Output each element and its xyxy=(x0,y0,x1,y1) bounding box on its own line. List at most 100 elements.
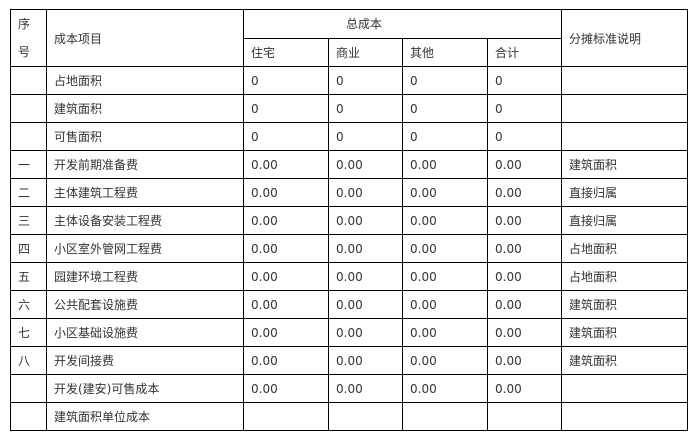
header-total-cost: 总成本 xyxy=(243,9,562,39)
seq-cell xyxy=(10,94,47,123)
commercial-cell: 0.00 xyxy=(328,178,403,207)
allocation-cell xyxy=(561,122,688,151)
header-row: 序号 成本项目 总成本 分摊标准说明 xyxy=(10,9,688,67)
total-cell: 0.00 xyxy=(487,346,562,375)
other-cell: 0.00 xyxy=(402,178,488,207)
item-cell: 开发前期准备费 xyxy=(46,150,244,179)
total-cell xyxy=(487,402,562,431)
residential-cell: 0.00 xyxy=(243,374,329,403)
other-cell: 0.00 xyxy=(402,150,488,179)
table-row: 建筑面积 0 0 0 0 xyxy=(10,94,688,123)
commercial-cell: 0.00 xyxy=(328,346,403,375)
table-row: 开发(建安)可售成本 0.00 0.00 0.00 0.00 xyxy=(10,374,688,403)
allocation-cell: 占地面积 xyxy=(561,262,688,291)
header-allocation: 分摊标准说明 xyxy=(561,9,688,67)
commercial-cell: 0.00 xyxy=(328,150,403,179)
table-row: 五园建环境工程费 0.00 0.00 0.00 0.00 占地面积 xyxy=(10,262,688,291)
residential-cell: 0.00 xyxy=(243,178,329,207)
item-cell: 公共配套设施费 xyxy=(46,290,244,319)
item-cell: 开发(建安)可售成本 xyxy=(46,374,244,403)
residential-cell: 0.00 xyxy=(243,206,329,235)
allocation-cell: 建筑面积 xyxy=(561,318,688,347)
other-cell: 0 xyxy=(402,66,488,95)
other-cell: 0.00 xyxy=(402,318,488,347)
commercial-cell: 0.00 xyxy=(328,206,403,235)
commercial-cell xyxy=(328,402,403,431)
seq-cell xyxy=(10,402,47,431)
seq-cell xyxy=(10,374,47,403)
commercial-cell: 0.00 xyxy=(328,374,403,403)
allocation-cell: 建筑面积 xyxy=(561,150,688,179)
table-row: 占地面积 0 0 0 0 xyxy=(10,66,688,95)
cost-table: 序号 成本项目 总成本 分摊标准说明 住宅 商业 其他 合计 占地面积 0 0 0 0 建… xyxy=(10,9,688,431)
table-row: 六公共配套设施费 0.00 0.00 0.00 0.00 建筑面积 xyxy=(10,290,688,319)
allocation-cell: 占地面积 xyxy=(561,234,688,263)
other-cell: 0 xyxy=(402,94,488,123)
commercial-cell: 0.00 xyxy=(328,290,403,319)
total-cell: 0.00 xyxy=(487,290,562,319)
item-cell: 主体设备安装工程费 xyxy=(46,206,244,235)
commercial-cell: 0.00 xyxy=(328,234,403,263)
table-row: 一开发前期准备费 0.00 0.00 0.00 0.00 建筑面积 xyxy=(10,150,688,179)
table-row: 三主体设备安装工程费 0.00 0.00 0.00 0.00 直接归属 xyxy=(10,206,688,235)
commercial-cell: 0 xyxy=(328,122,403,151)
total-cell: 0.00 xyxy=(487,150,562,179)
item-cell: 开发间接费 xyxy=(46,346,244,375)
header-commercial: 商业 xyxy=(328,37,403,67)
total-cell: 0.00 xyxy=(487,262,562,291)
commercial-cell: 0.00 xyxy=(328,262,403,291)
total-cell: 0.00 xyxy=(487,178,562,207)
header-subrow: 住宅 商业 其他 合计 xyxy=(11,37,688,67)
table-row: 可售面积 0 0 0 0 xyxy=(10,122,688,151)
header-seq: 序号 xyxy=(10,9,47,67)
residential-cell: 0.00 xyxy=(243,234,329,263)
total-cell: 0 xyxy=(487,122,562,151)
allocation-cell: 直接归属 xyxy=(561,206,688,235)
item-cell: 可售面积 xyxy=(46,122,244,151)
total-cell: 0 xyxy=(487,66,562,95)
residential-cell: 0.00 xyxy=(243,150,329,179)
table-row: 二主体建筑工程费 0.00 0.00 0.00 0.00 直接归属 xyxy=(10,178,688,207)
residential-cell: 0 xyxy=(243,94,329,123)
residential-cell: 0.00 xyxy=(243,318,329,347)
other-cell: 0.00 xyxy=(402,206,488,235)
allocation-cell: 建筑面积 xyxy=(561,290,688,319)
seq-cell: 三 xyxy=(10,206,47,235)
allocation-cell: 直接归属 xyxy=(561,178,688,207)
table-row: 建筑面积单位成本 xyxy=(10,402,688,431)
allocation-cell xyxy=(561,374,688,403)
residential-cell: 0 xyxy=(243,66,329,95)
total-cell: 0.00 xyxy=(487,234,562,263)
commercial-cell: 0 xyxy=(328,94,403,123)
item-cell: 建筑面积单位成本 xyxy=(46,402,244,431)
allocation-cell xyxy=(561,94,688,123)
seq-cell: 八 xyxy=(10,346,47,375)
residential-cell xyxy=(243,402,329,431)
seq-cell xyxy=(10,66,47,95)
item-cell: 小区室外管网工程费 xyxy=(46,234,244,263)
commercial-cell: 0.00 xyxy=(328,318,403,347)
item-cell: 小区基础设施费 xyxy=(46,318,244,347)
seq-cell: 六 xyxy=(10,290,47,319)
residential-cell: 0.00 xyxy=(243,346,329,375)
other-cell: 0.00 xyxy=(402,346,488,375)
other-cell: 0.00 xyxy=(402,262,488,291)
residential-cell: 0 xyxy=(243,122,329,151)
allocation-cell: 建筑面积 xyxy=(561,346,688,375)
seq-cell: 二 xyxy=(10,178,47,207)
total-cell: 0.00 xyxy=(487,318,562,347)
other-cell: 0.00 xyxy=(402,374,488,403)
item-cell: 建筑面积 xyxy=(46,94,244,123)
table-row: 七小区基础设施费 0.00 0.00 0.00 0.00 建筑面积 xyxy=(10,318,688,347)
seq-cell: 一 xyxy=(10,150,47,179)
item-cell: 占地面积 xyxy=(46,66,244,95)
residential-cell: 0.00 xyxy=(243,290,329,319)
header-other: 其他 xyxy=(402,37,488,67)
table-row: 八开发间接费 0.00 0.00 0.00 0.00 建筑面积 xyxy=(10,346,688,375)
item-cell: 园建环境工程费 xyxy=(46,262,244,291)
total-cell: 0 xyxy=(487,94,562,123)
seq-cell: 五 xyxy=(10,262,47,291)
seq-cell: 七 xyxy=(10,318,47,347)
allocation-cell xyxy=(561,66,688,95)
other-cell xyxy=(402,402,488,431)
